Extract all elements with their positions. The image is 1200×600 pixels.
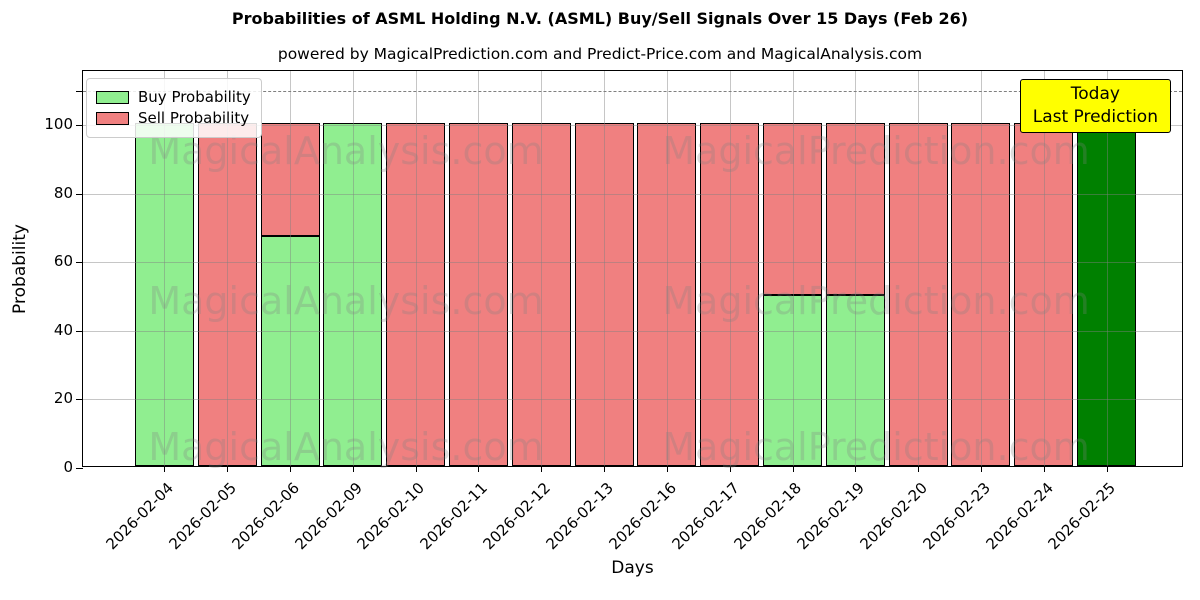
plot-area: MagicalAnalysis.com MagicalPrediction.com… <box>10 70 1183 578</box>
x-tick <box>666 466 668 472</box>
bar-segment-sell <box>448 123 508 466</box>
bar-segment-sell <box>763 123 823 295</box>
x-tick <box>164 466 166 472</box>
bar-segment-sell <box>825 123 885 295</box>
bar-segment-sell <box>386 123 446 466</box>
bar-segment-buy <box>763 294 823 466</box>
x-tick-label-text: 2026-02-16 <box>605 478 680 554</box>
y-tick <box>76 330 83 332</box>
bar-segment-sell <box>951 123 1011 466</box>
y-tick-label: 100 <box>44 115 73 133</box>
y-tick <box>76 468 83 469</box>
x-tick <box>415 466 417 472</box>
bars-layer <box>83 71 1182 466</box>
chart-subtitle: powered by MagicalPrediction.com and Pre… <box>277 45 923 63</box>
x-tick <box>604 466 606 472</box>
x-tick <box>290 466 292 472</box>
bar-segment-sell <box>1014 123 1074 466</box>
x-tick-label-text: 2026-02-12 <box>479 478 555 554</box>
bar-segment-sell <box>511 123 571 466</box>
legend-item-sell: Sell Probability <box>96 109 251 128</box>
x-tick-label-text: 2026-02-06 <box>228 478 303 554</box>
x-tick <box>1043 466 1045 472</box>
bar-segment-sell <box>574 123 634 466</box>
y-tick <box>76 262 83 264</box>
y-tick-label: 20 <box>53 389 73 408</box>
bar-segment-buy <box>134 123 194 466</box>
x-tick <box>918 466 920 472</box>
bar-segment-sell <box>888 123 948 466</box>
x-tick <box>1106 466 1108 472</box>
today-annotation-line1: Today <box>1070 84 1120 104</box>
x-tick-label-text: 2026-02-04 <box>102 478 178 554</box>
x-tick <box>855 466 857 472</box>
legend: Buy Probability Sell Probability <box>86 78 262 138</box>
sell-swatch <box>96 112 129 125</box>
today-annotation: Today Last Prediction <box>1019 79 1171 133</box>
threshold-dashed-line <box>83 91 1182 92</box>
legend-label-sell: Sell Probability <box>138 109 250 127</box>
x-tick-label-text: 2026-02-05 <box>165 478 240 554</box>
y-tick-label: 80 <box>53 183 73 202</box>
y-tick-label: 0 <box>63 458 73 476</box>
bar-segment-buy <box>1077 123 1137 466</box>
chart-title: Probabilities of ASML Holding N.V. (ASML… <box>231 9 969 28</box>
y-tick-label: 40 <box>53 320 73 339</box>
x-tick-label-text: 2026-02-13 <box>542 478 617 554</box>
legend-item-buy: Buy Probability <box>96 88 251 107</box>
x-tick <box>729 466 731 472</box>
x-tick <box>478 466 480 472</box>
y-tick-label: 60 <box>53 252 73 271</box>
bar-segment-buy <box>825 294 885 466</box>
bar-segment-buy <box>260 236 320 466</box>
x-tick <box>541 466 543 472</box>
today-annotation-line2: Last Prediction <box>1032 107 1158 127</box>
bar-segment-sell <box>197 123 257 466</box>
x-tick-label-text: 2026-02-20 <box>856 478 931 554</box>
bar-segment-buy <box>323 123 383 466</box>
y-axis-label: Probability <box>9 223 30 314</box>
x-tick <box>980 466 982 472</box>
x-tick <box>352 466 354 472</box>
x-tick <box>227 466 229 472</box>
x-tick-label-text: 2026-02-11 <box>416 478 492 554</box>
legend-label-buy: Buy Probability <box>138 88 251 106</box>
x-tick <box>792 466 794 472</box>
y-tick <box>76 193 83 195</box>
x-tick-label-text: 2026-02-19 <box>793 478 869 554</box>
x-axis-label: Days <box>611 558 654 578</box>
y-tick <box>76 125 83 126</box>
x-tick-label-text: 2026-02-23 <box>919 478 994 554</box>
bar-segment-sell <box>637 123 697 466</box>
buy-swatch <box>96 91 129 104</box>
bar-segment-sell <box>260 123 320 237</box>
bar-segment-sell <box>700 123 760 466</box>
y-tick <box>76 90 83 92</box>
y-tick <box>76 399 83 401</box>
